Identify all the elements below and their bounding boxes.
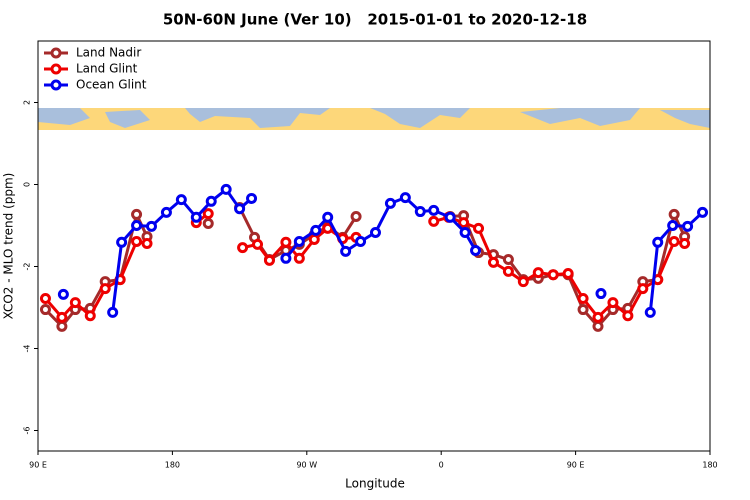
legend-marker: [50, 79, 62, 91]
x-tick-label: 90 E: [29, 461, 47, 470]
data-point: [131, 208, 143, 220]
data-point: [637, 283, 649, 295]
data-point: [56, 320, 68, 332]
data-point: [517, 276, 529, 288]
data-point: [308, 233, 320, 245]
chart-title: 50N-60N June (Ver 10) 2015-01-01 to 2020…: [163, 11, 587, 29]
data-point: [246, 192, 258, 204]
data-point: [263, 254, 275, 266]
data-point: [428, 215, 440, 227]
data-point: [458, 217, 470, 229]
data-point: [428, 204, 440, 216]
legend-label: Ocean Glint: [76, 78, 147, 92]
data-point: [502, 265, 514, 277]
y-axis-label: XCO2 - MLO trend (ppm): [2, 173, 16, 320]
data-point: [547, 269, 559, 281]
data-point: [697, 206, 709, 218]
data-point: [355, 235, 367, 247]
data-point: [577, 292, 589, 304]
y-tick-label: -4: [23, 345, 32, 353]
legend-marker: [50, 47, 62, 59]
data-point: [652, 236, 664, 248]
data-point: [384, 197, 396, 209]
data-point: [444, 211, 456, 223]
data-point: [502, 254, 514, 266]
data-point: [322, 222, 334, 234]
data-point: [131, 235, 143, 247]
x-tick-label: 0: [439, 461, 444, 470]
data-point: [116, 236, 128, 248]
data-point: [175, 194, 187, 206]
data-point: [668, 208, 680, 220]
data-point: [280, 236, 292, 248]
data-point: [350, 210, 362, 222]
legend-label: Land Glint: [76, 62, 138, 76]
data-point: [622, 310, 634, 322]
data-point: [369, 226, 381, 238]
data-point: [340, 245, 352, 257]
data-point: [682, 220, 694, 232]
data-point: [237, 242, 249, 254]
data-point: [679, 238, 691, 250]
x-tick-label: 90 E: [567, 461, 585, 470]
x-tick-label: 180: [165, 461, 180, 470]
data-point: [644, 306, 656, 318]
data-point: [234, 203, 246, 215]
data-point: [39, 304, 51, 316]
data-point: [293, 235, 305, 247]
data-point: [56, 311, 68, 323]
data-point: [470, 245, 482, 257]
data-point: [322, 211, 334, 223]
data-point: [562, 267, 574, 279]
data-point: [190, 211, 202, 223]
data-point: [57, 288, 69, 300]
data-point: [131, 220, 143, 231]
legend-marker: [50, 63, 62, 75]
data-point: [99, 283, 111, 295]
series-line: [44, 239, 148, 319]
plot-frame: [37, 40, 711, 452]
data-point: [532, 267, 544, 279]
data-point: [84, 310, 96, 322]
data-point: [220, 183, 232, 195]
data-point: [595, 288, 607, 300]
data-point: [310, 224, 322, 236]
data-point: [202, 208, 214, 220]
data-point: [414, 206, 426, 218]
data-point: [592, 311, 604, 323]
y-tick-label: 2: [23, 100, 32, 105]
data-point: [459, 226, 471, 238]
x-tick-label: 90 W: [296, 461, 317, 470]
data-point: [107, 306, 119, 318]
data-point: [607, 297, 619, 309]
y-tick-label: 0: [23, 182, 32, 187]
data-point: [667, 220, 679, 231]
data-point: [577, 304, 589, 316]
y-tick-label: -6: [23, 427, 32, 435]
data-point: [205, 195, 217, 207]
data-point: [202, 217, 214, 229]
data-point: [399, 192, 411, 204]
data-point: [592, 320, 604, 332]
data-point: [69, 297, 81, 309]
legend-label: Land Nadir: [76, 46, 141, 60]
map-strip: [38, 108, 710, 130]
x-axis-label: Longitude: [345, 477, 405, 491]
x-tick-label: 180: [702, 461, 717, 470]
data-point: [160, 206, 172, 218]
data-point: [473, 222, 485, 234]
data-point: [145, 220, 157, 232]
data-point: [668, 235, 680, 247]
data-point: [39, 292, 51, 304]
data-point: [487, 256, 499, 268]
data-point: [293, 252, 305, 264]
data-point: [280, 252, 292, 264]
data-point: [141, 238, 153, 250]
data-point: [252, 238, 264, 250]
y-tick-label: -2: [23, 263, 32, 271]
